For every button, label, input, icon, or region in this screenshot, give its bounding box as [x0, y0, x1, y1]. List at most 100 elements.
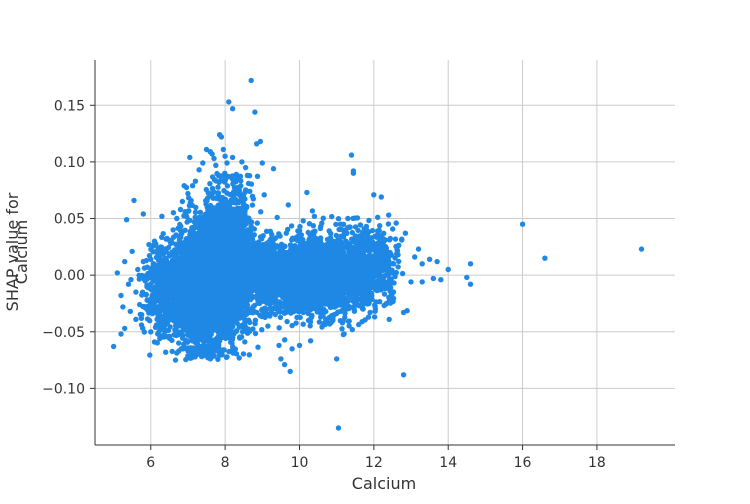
data-point — [215, 357, 220, 362]
data-point — [234, 227, 239, 232]
data-point — [255, 345, 260, 350]
data-point — [205, 195, 210, 200]
data-point — [258, 209, 263, 214]
data-point — [206, 190, 211, 195]
data-point — [221, 213, 226, 218]
data-point — [230, 348, 235, 353]
data-point — [222, 179, 227, 184]
data-point — [206, 228, 211, 233]
data-point — [204, 282, 209, 287]
data-point — [239, 192, 244, 197]
data-point — [195, 275, 200, 280]
data-point — [241, 328, 246, 333]
data-point — [208, 247, 213, 252]
data-point — [253, 331, 258, 336]
data-point — [206, 314, 211, 319]
data-point — [221, 295, 226, 300]
data-point — [183, 338, 188, 343]
data-point — [231, 296, 236, 301]
data-point — [237, 355, 242, 360]
data-point — [214, 171, 219, 176]
data-point — [198, 251, 203, 256]
data-point — [171, 210, 176, 215]
data-point — [229, 218, 234, 223]
data-point — [195, 281, 200, 286]
data-point — [250, 194, 255, 199]
data-point — [226, 305, 231, 310]
data-point — [246, 219, 251, 224]
data-point — [202, 307, 207, 312]
data-point — [219, 244, 224, 249]
data-point — [197, 325, 202, 330]
data-point — [215, 238, 220, 243]
data-point — [212, 278, 217, 283]
data-point — [249, 181, 254, 186]
data-point — [201, 275, 206, 280]
data-point — [212, 213, 217, 218]
data-point — [208, 203, 213, 208]
data-point — [216, 202, 221, 207]
data-point — [192, 335, 197, 340]
data-point — [199, 288, 204, 293]
data-point — [222, 281, 227, 286]
data-point — [211, 189, 216, 194]
data-point — [239, 334, 244, 339]
data-point — [233, 191, 238, 196]
data-point — [207, 278, 212, 283]
data-point — [208, 209, 213, 214]
data-point — [211, 319, 216, 324]
data-point — [244, 229, 249, 234]
data-point — [209, 262, 214, 267]
data-point — [193, 242, 198, 247]
data-point — [186, 208, 191, 213]
data-point — [206, 251, 211, 256]
data-point — [215, 185, 220, 190]
data-point — [196, 305, 201, 310]
data-point — [193, 210, 198, 215]
data-point — [217, 338, 222, 343]
data-point — [205, 266, 210, 271]
data-point — [220, 235, 225, 240]
data-point — [246, 318, 251, 323]
data-point — [242, 339, 247, 344]
data-point — [190, 183, 195, 188]
data-point — [170, 349, 175, 354]
points-layer — [111, 78, 644, 431]
data-point — [222, 202, 227, 207]
data-point — [247, 352, 252, 357]
data-point — [198, 334, 203, 339]
data-point — [187, 251, 192, 256]
data-point — [207, 181, 212, 186]
data-point — [227, 192, 232, 197]
data-point — [227, 331, 232, 336]
data-point — [204, 337, 209, 342]
data-point — [200, 221, 205, 226]
data-point — [213, 244, 218, 249]
data-point — [217, 317, 222, 322]
data-point — [220, 226, 225, 231]
data-point — [173, 357, 178, 362]
data-point — [213, 298, 218, 303]
data-point — [221, 188, 226, 193]
data-point — [224, 354, 229, 359]
data-point — [255, 174, 260, 179]
data-point — [230, 337, 235, 342]
data-point — [250, 202, 255, 207]
data-point — [205, 297, 210, 302]
data-point — [214, 307, 219, 312]
data-point — [250, 326, 255, 331]
data-point — [232, 212, 237, 217]
data-point — [220, 197, 225, 202]
data-point — [214, 313, 219, 318]
data-point — [200, 228, 205, 233]
data-point — [213, 286, 218, 291]
data-point — [229, 200, 234, 205]
data-point — [197, 299, 202, 304]
data-point — [236, 186, 241, 191]
data-point — [237, 211, 242, 216]
data-point — [193, 205, 198, 210]
data-point — [196, 218, 201, 223]
data-point — [177, 222, 182, 227]
